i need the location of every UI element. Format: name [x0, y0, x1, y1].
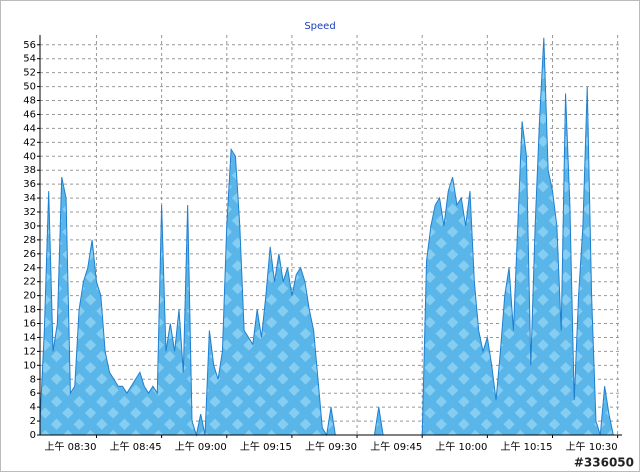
y-tick-label: 14: [23, 332, 36, 343]
y-tick-label: 46: [23, 109, 36, 120]
x-tick-label: 上午 08:45: [110, 440, 162, 453]
y-tick-label: 56: [23, 40, 36, 51]
y-tick-label: 52: [23, 68, 36, 79]
y-tick-label: 6: [30, 388, 36, 399]
y-tick-label: 0: [30, 430, 36, 441]
y-tick-label: 12: [23, 346, 36, 357]
y-tick-label: 28: [23, 235, 36, 246]
y-tick-label: 16: [23, 319, 36, 330]
y-tick-label: 42: [23, 137, 36, 148]
y-tick-label: 36: [23, 179, 36, 190]
y-tick-label: 20: [23, 291, 36, 302]
y-tick-label: 44: [23, 123, 36, 134]
y-tick-label: 32: [23, 207, 36, 218]
y-tick-label: 8: [30, 374, 36, 385]
y-tick-label: 26: [23, 249, 36, 260]
x-tick-label: 上午 09:30: [305, 440, 357, 453]
x-tick-label: 上午 09:00: [175, 440, 227, 453]
y-tick-label: 38: [23, 165, 36, 176]
watermark: #336050: [574, 456, 634, 470]
chart-title: Speed: [304, 21, 335, 32]
x-tick-label: 上午 09:45: [370, 440, 422, 453]
y-tick-label: 54: [23, 54, 36, 65]
x-tick-label: 上午 08:30: [44, 440, 96, 453]
y-tick-label: 24: [23, 263, 36, 274]
y-tick-label: 50: [23, 82, 36, 93]
x-tick-label: 上午 10:15: [501, 440, 553, 453]
y-tick-label: 2: [30, 416, 36, 427]
line: [39, 37, 622, 437]
x-tick-label: 上午 09:15: [240, 440, 292, 453]
area: [40, 37, 622, 435]
x-tick-label: 上午 10:00: [435, 440, 487, 453]
y-tick-label: 30: [23, 221, 36, 232]
y-tick-label: 22: [23, 277, 36, 288]
x-tick-label: 上午 10:30: [566, 440, 618, 453]
y-tick-label: 48: [23, 96, 36, 107]
y-tick-label: 40: [23, 151, 36, 162]
y-tick-label: 4: [30, 402, 36, 413]
y-tick-label: 18: [23, 305, 36, 316]
y-tick-label: 34: [23, 193, 36, 204]
y-tick-label: 10: [23, 360, 36, 371]
